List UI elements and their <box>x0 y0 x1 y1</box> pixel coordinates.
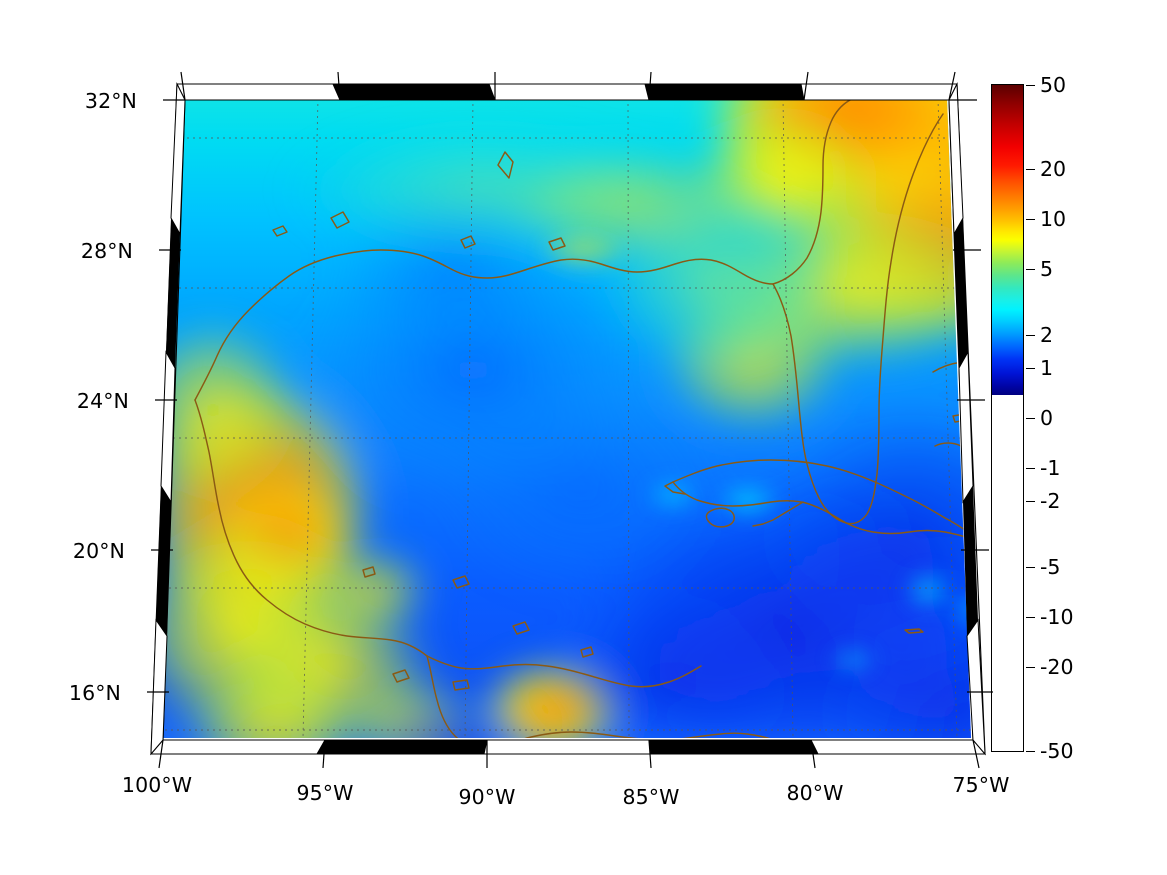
colorbar-tick <box>1026 334 1035 336</box>
colorbar-label-50: 50 <box>1040 73 1067 97</box>
map-frame <box>147 71 993 769</box>
colorbar-label-0: 0 <box>1040 406 1054 430</box>
colorbar-label-2: 2 <box>1040 322 1054 347</box>
colorbar-label-n10: -10 <box>1040 605 1074 630</box>
colorbar-label-5: 5 <box>1040 256 1054 281</box>
lat-tick-label-16n: 16°N <box>68 681 121 705</box>
lon-tick-label-85w: 85°W <box>622 785 680 809</box>
lat-tick-label-24n: 24°N <box>76 389 129 413</box>
colorbar-tick <box>1026 501 1035 503</box>
colorbar-tick <box>1026 567 1035 569</box>
colorbar-tick <box>1026 218 1035 220</box>
colorbar-tick <box>1026 617 1035 619</box>
colorbar-label-n5: -5 <box>1040 555 1061 580</box>
lon-tick-label-80w: 80°W <box>786 781 844 805</box>
colorbar-tick <box>1026 467 1035 469</box>
colorbar-label-n20: -20 <box>1040 655 1074 680</box>
colorbar-tick <box>1026 418 1035 419</box>
lon-tick-label-75w: 75°W <box>952 773 1010 797</box>
colorbar[interactable]: 50 20 10 5 2 1 0 -1 -2 -5 -10 -20 -50 <box>991 73 1073 763</box>
colorbar-tick <box>1026 85 1035 86</box>
colorbar-label-n50: -50 <box>1040 739 1074 763</box>
colorbar-tick <box>1026 168 1035 170</box>
colorbar-label-n1: -1 <box>1040 455 1061 480</box>
lon-tick-label-100w: 100°W <box>121 773 193 797</box>
colorbar-label-20: 20 <box>1040 156 1067 181</box>
map-canvas <box>155 72 973 752</box>
lat-tick-label-28n: 28°N <box>80 239 133 263</box>
colorbar-tick <box>1026 667 1035 669</box>
lon-tick-label-95w: 95°W <box>296 781 354 805</box>
colorbar-tick <box>1026 368 1035 370</box>
colorbar-label-10: 10 <box>1040 206 1067 231</box>
colorbar-label-n2: -2 <box>1040 489 1061 514</box>
lat-tick-label-20n: 20°N <box>72 539 125 563</box>
lat-tick-label-32n: 32°N <box>84 89 137 113</box>
colorbar-tick <box>1026 268 1035 270</box>
map-panel: 32°N 28°N 24°N 20°N 16°N 100°W 95°W 90°W… <box>69 71 1009 809</box>
lon-tick-label-90w: 90°W <box>458 785 516 809</box>
colorbar-label-1: 1 <box>1040 356 1054 381</box>
scalar-field-raster <box>161 98 971 738</box>
colorbar-tick <box>1026 751 1035 752</box>
colorbar-gradient <box>992 85 1023 395</box>
